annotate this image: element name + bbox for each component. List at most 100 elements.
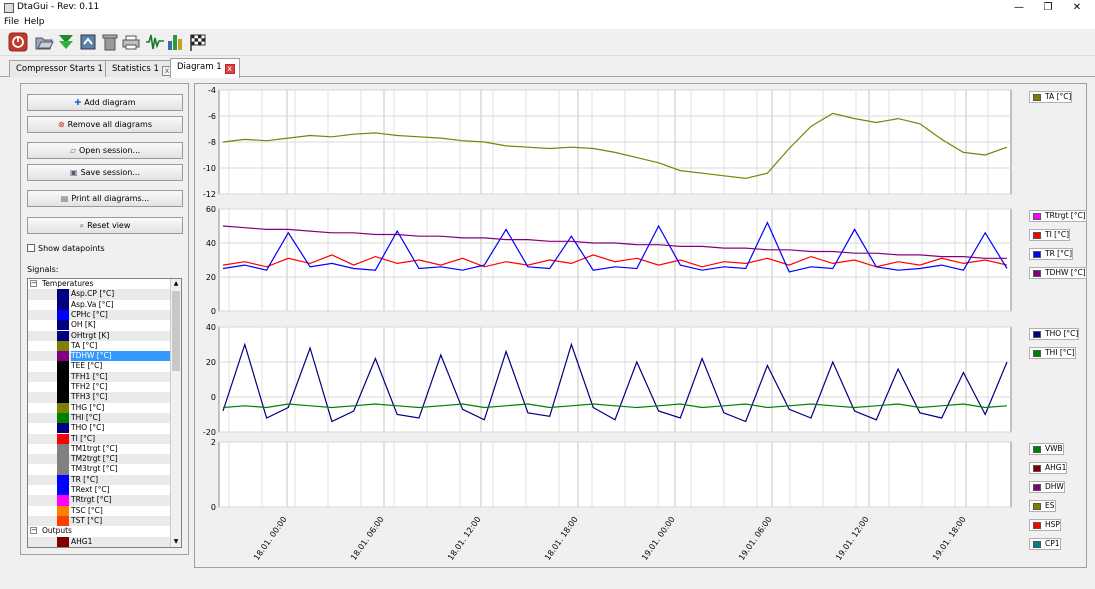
tab-close-icon[interactable]: x bbox=[224, 64, 235, 74]
legend-entry[interactable]: TR [°C] bbox=[1029, 248, 1074, 260]
tree-item-label: TEE [°C] bbox=[71, 361, 103, 371]
legend-entry[interactable]: AHG1 bbox=[1029, 462, 1068, 474]
tree-item[interactable]: TR [°C] bbox=[28, 474, 171, 485]
minimize-button[interactable]: — bbox=[1014, 2, 1024, 13]
tree-item[interactable]: TRext [°C] bbox=[28, 485, 171, 496]
x-tick-label: 19.01. 12:00 bbox=[834, 515, 871, 562]
reset-view-button[interactable]: ⌕ Reset view bbox=[27, 217, 183, 234]
collapse-icon[interactable]: − bbox=[30, 526, 37, 535]
tree-item[interactable]: TM2trgt [°C] bbox=[28, 454, 171, 465]
tree-item[interactable]: THG [°C] bbox=[28, 402, 171, 413]
menu-file[interactable]: File bbox=[4, 17, 20, 27]
trash-icon[interactable] bbox=[100, 32, 120, 52]
signal-color-swatch bbox=[57, 371, 69, 382]
y-tick-label: 2 bbox=[211, 438, 216, 447]
legend-swatch bbox=[1033, 503, 1041, 510]
printer-icon: ▤ bbox=[60, 194, 69, 203]
print-icon[interactable] bbox=[121, 32, 141, 52]
signal-tree[interactable]: − Temperatures Asp.CP [°C] Asp.Va [°C] CPHc … bbox=[27, 278, 182, 548]
tree-item-label: Outputs bbox=[42, 526, 72, 536]
legend-entry[interactable]: TI [°C] bbox=[1029, 229, 1071, 241]
tree-item[interactable]: TM1trgt [°C] bbox=[28, 443, 171, 455]
signal-color-swatch bbox=[57, 351, 69, 362]
tree-item[interactable]: TSC [°C] bbox=[28, 505, 171, 516]
scroll-up-icon[interactable]: ▲ bbox=[173, 280, 179, 287]
flag-icon[interactable] bbox=[188, 32, 208, 52]
legend-entry[interactable]: TDHW [°C] bbox=[1029, 267, 1087, 279]
open-session-button[interactable]: ▱ Open session... bbox=[27, 142, 183, 159]
print-all-diagrams-button[interactable]: ▤ Print all diagrams... bbox=[27, 190, 183, 207]
tree-item[interactable]: TFH2 [°C] bbox=[28, 382, 171, 393]
legend-entry[interactable]: CP1 bbox=[1029, 538, 1061, 550]
tree-item[interactable]: TFH1 [°C] bbox=[28, 371, 171, 382]
signal-color-swatch bbox=[57, 443, 69, 455]
tree-item-label: TST [°C] bbox=[71, 515, 103, 525]
app-icon bbox=[4, 3, 14, 13]
legend-entry[interactable]: DHW bbox=[1029, 481, 1065, 493]
legend-swatch bbox=[1033, 465, 1041, 472]
tree-item[interactable]: THO [°C] bbox=[28, 423, 171, 434]
tree-item[interactable]: TEE [°C] bbox=[28, 361, 171, 372]
legend-label: TRtrgt [°C] bbox=[1045, 211, 1086, 220]
open-folder-icon[interactable] bbox=[34, 32, 54, 52]
button-label: Add diagram bbox=[84, 98, 136, 107]
series-line bbox=[222, 225, 1007, 259]
tree-item[interactable]: Asp.CP [°C] bbox=[28, 289, 171, 300]
tree-item[interactable]: OH [K] bbox=[28, 320, 171, 331]
legend-entry[interactable]: ES bbox=[1029, 500, 1056, 512]
download-icon[interactable] bbox=[56, 32, 76, 52]
legend-entry[interactable]: HSP bbox=[1029, 519, 1061, 531]
checkbox-box[interactable] bbox=[27, 244, 35, 252]
y-tick-label: 60 bbox=[206, 205, 216, 214]
save-session-button[interactable]: ▣ Save session... bbox=[27, 164, 183, 181]
tree-scrollbar[interactable]: ▲ ▼ bbox=[170, 279, 181, 547]
scroll-thumb[interactable] bbox=[172, 291, 180, 371]
scroll-down-icon[interactable]: ▼ bbox=[173, 538, 179, 545]
y-tick-label: -12 bbox=[203, 190, 216, 199]
tree-group[interactable]: − Outputs bbox=[28, 526, 171, 536]
tree-item[interactable]: THI [°C] bbox=[28, 412, 171, 424]
tree-item[interactable]: TRtrgt [°C] bbox=[28, 495, 171, 506]
tree-item-label: TR [°C] bbox=[71, 474, 99, 484]
legend-entry[interactable]: THO [°C] bbox=[1029, 328, 1080, 340]
remove-all-diagrams-button[interactable]: ⊗ Remove all diagrams bbox=[27, 116, 183, 133]
tree-item[interactable]: TM3trgt [°C] bbox=[28, 464, 171, 475]
tree-item[interactable]: OHtrgt [K] bbox=[28, 330, 171, 341]
tree-item[interactable]: TA [°C] bbox=[28, 340, 171, 352]
legend-entry[interactable]: THI [°C] bbox=[1029, 347, 1076, 359]
legend-swatch bbox=[1033, 484, 1041, 491]
title-bar: DtaGui - Rev: 0.11 — ❐ ✕ bbox=[0, 0, 1095, 16]
collapse-icon[interactable]: − bbox=[30, 279, 37, 287]
tree-item[interactable]: TDHW [°C] bbox=[28, 351, 171, 362]
show-datapoints-checkbox[interactable]: Show datapoints bbox=[27, 244, 105, 253]
tree-group[interactable]: − Temperatures bbox=[28, 279, 171, 289]
legend-entry[interactable]: VWB bbox=[1029, 443, 1064, 455]
tab-bar: Compressor Starts 1 x Statistics 1x Diagr… bbox=[0, 57, 1095, 78]
plot-frame bbox=[218, 208, 1012, 312]
disk-icon: ▣ bbox=[70, 168, 78, 177]
tree-item[interactable]: Asp.Va [°C] bbox=[28, 299, 171, 310]
legend-swatch bbox=[1033, 94, 1041, 101]
power-icon[interactable] bbox=[8, 32, 28, 52]
menu-help[interactable]: Help bbox=[24, 17, 45, 27]
tree-item[interactable]: TFH3 [°C] bbox=[28, 392, 171, 403]
legend-entry[interactable]: TA [°C] bbox=[1029, 91, 1073, 103]
tree-item[interactable]: AHG1 bbox=[28, 536, 171, 547]
diagram-area[interactable]: -4 -6 -8 -10 -12 60 40 20 0 40 20 0 -20 2 0 18.01. 00:0… bbox=[194, 83, 1087, 568]
bar-chart-icon[interactable] bbox=[166, 32, 186, 52]
tree-item[interactable]: TI [°C] bbox=[28, 433, 171, 444]
add-diagram-button[interactable]: ✚ Add diagram bbox=[27, 94, 183, 111]
tree-item[interactable]: TST [°C] bbox=[28, 515, 171, 527]
export-icon[interactable] bbox=[78, 32, 98, 52]
maximize-button[interactable]: ❐ bbox=[1043, 2, 1053, 13]
waveform-icon[interactable] bbox=[145, 32, 165, 52]
tree-item[interactable]: CPHc [°C] bbox=[28, 309, 171, 321]
series-line bbox=[222, 403, 1008, 409]
close-button[interactable]: ✕ bbox=[1072, 2, 1082, 13]
y-tick-label: -4 bbox=[208, 86, 216, 95]
tree-item[interactable]: AHG2 bbox=[28, 546, 171, 547]
legend-entry[interactable]: TRtrgt [°C] bbox=[1029, 210, 1087, 222]
